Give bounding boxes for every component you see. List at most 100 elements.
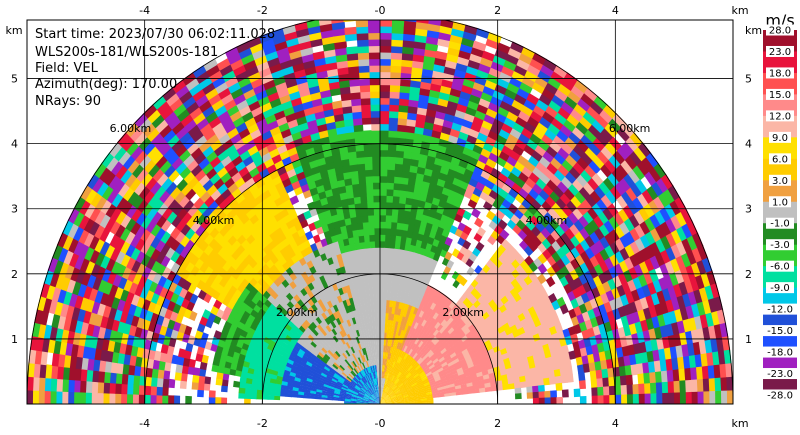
velocity-gate — [421, 376, 429, 382]
velocity-gate — [228, 197, 240, 210]
velocity-gate — [389, 247, 396, 256]
velocity-gate — [339, 330, 345, 338]
velocity-gate — [391, 346, 395, 354]
velocity-gate — [332, 318, 339, 327]
velocity-gate — [527, 355, 535, 364]
velocity-gate — [161, 206, 174, 220]
velocity-gate — [518, 132, 531, 145]
velocity-gate — [163, 193, 175, 208]
velocity-gate — [504, 139, 517, 151]
velocity-gate — [472, 143, 484, 155]
velocity-gate — [248, 198, 259, 210]
velocity-gate — [244, 138, 257, 151]
velocity-gate — [82, 284, 93, 300]
velocity-gate — [325, 278, 333, 287]
velocity-gate — [201, 161, 214, 175]
velocity-gate — [400, 387, 407, 392]
velocity-gate — [561, 176, 573, 190]
velocity-gate — [380, 399, 386, 404]
velocity-gate — [391, 221, 398, 230]
velocity-gate — [67, 237, 79, 254]
velocity-gate — [445, 372, 453, 378]
velocity-gate — [204, 340, 213, 351]
velocity-gate — [331, 21, 346, 31]
velocity-gate — [376, 397, 380, 404]
velocity-gate — [444, 236, 453, 247]
velocity-gate — [372, 385, 376, 393]
velocity-gate — [365, 247, 371, 256]
velocity-gate — [641, 284, 652, 298]
velocity-gate — [664, 203, 677, 220]
velocity-gate — [616, 164, 629, 179]
velocity-gate — [249, 128, 262, 140]
velocity-gate — [105, 350, 114, 363]
velocity-gate — [464, 341, 473, 349]
velocity-gate — [397, 364, 403, 371]
velocity-gate — [114, 237, 126, 252]
velocity-gate — [609, 254, 620, 268]
velocity-gate — [324, 377, 332, 383]
velocity-gate — [402, 368, 408, 375]
velocity-gate — [63, 249, 74, 265]
velocity-gate — [252, 373, 260, 381]
velocity-gate — [309, 331, 317, 339]
velocity-gate — [380, 286, 384, 294]
velocity-gate — [557, 164, 570, 178]
velocity-gate — [122, 363, 130, 375]
velocity-gate — [401, 376, 407, 383]
velocity-gate — [140, 253, 152, 267]
velocity-gate — [498, 128, 511, 140]
velocity-gate — [337, 66, 350, 76]
velocity-gate — [261, 188, 272, 200]
velocity-gate — [559, 276, 570, 288]
velocity-gate — [176, 207, 189, 220]
velocity-gate — [363, 234, 371, 243]
velocity-gate — [402, 157, 412, 166]
velocity-gate — [650, 241, 662, 257]
velocity-gate — [504, 88, 518, 101]
velocity-gate — [482, 373, 490, 380]
velocity-gate — [297, 212, 307, 223]
velocity-gate — [294, 373, 302, 379]
velocity-gate — [301, 342, 309, 350]
velocity-gate — [387, 156, 397, 164]
velocity-gate — [527, 64, 542, 77]
velocity-gate — [257, 198, 269, 210]
velocity-gate — [333, 391, 341, 395]
velocity-gate — [420, 140, 431, 150]
velocity-gate — [129, 177, 142, 192]
velocity-gate — [490, 167, 502, 179]
velocity-gate — [176, 108, 191, 122]
velocity-gate — [365, 391, 371, 397]
velocity-gate — [380, 400, 386, 404]
velocity-gate — [220, 171, 232, 184]
velocity-gate — [362, 215, 369, 223]
velocity-gate — [332, 240, 340, 250]
velocity-gate — [401, 59, 414, 68]
velocity-gate — [406, 363, 412, 371]
velocity-gate — [413, 225, 421, 234]
velocity-gate — [323, 182, 333, 192]
velocity-gate — [253, 156, 265, 168]
velocity-gate — [262, 380, 270, 387]
velocity-gate — [273, 391, 281, 397]
velocity-gate — [332, 303, 339, 313]
velocity-gate — [402, 222, 410, 231]
velocity-gate — [547, 122, 561, 136]
velocity-gate — [263, 376, 271, 383]
velocity-gate — [356, 397, 363, 400]
velocity-gate — [88, 287, 99, 302]
velocity-gate — [388, 117, 399, 125]
velocity-gate — [390, 396, 398, 400]
velocity-gate — [402, 378, 409, 384]
velocity-gate — [327, 315, 334, 324]
velocity-gate — [548, 370, 556, 379]
velocity-gate — [183, 349, 192, 360]
velocity-gate — [410, 305, 416, 314]
velocity-gate — [364, 241, 371, 249]
velocity-gate — [34, 349, 43, 365]
velocity-gate — [117, 131, 131, 148]
velocity-gate — [338, 308, 345, 317]
velocity-gate — [359, 84, 371, 93]
velocity-gate — [413, 321, 420, 330]
